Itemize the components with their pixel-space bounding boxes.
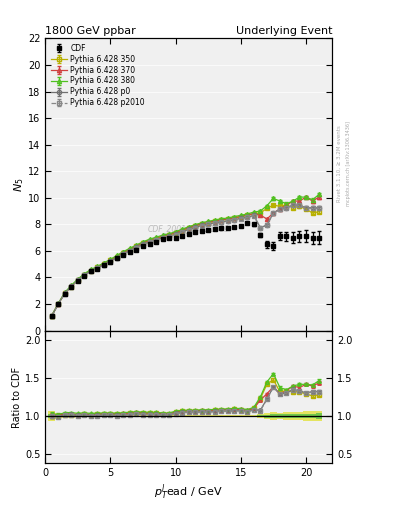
- Y-axis label: $N_5$: $N_5$: [13, 177, 26, 192]
- Legend: CDF, Pythia 6.428 350, Pythia 6.428 370, Pythia 6.428 380, Pythia 6.428 p0, Pyth: CDF, Pythia 6.428 350, Pythia 6.428 370,…: [48, 41, 147, 110]
- Text: 1800 GeV ppbar: 1800 GeV ppbar: [45, 26, 136, 36]
- Y-axis label: Ratio to CDF: Ratio to CDF: [12, 367, 22, 428]
- Text: Rivet 3.1.10, ≥ 3.2M events: Rivet 3.1.10, ≥ 3.2M events: [337, 125, 342, 202]
- Text: Underlying Event: Underlying Event: [235, 26, 332, 36]
- Text: mcplots.cern.ch [arXiv:1306.3436]: mcplots.cern.ch [arXiv:1306.3436]: [346, 121, 351, 206]
- Text: CDF_2001_S4751469: CDF_2001_S4751469: [148, 224, 230, 233]
- X-axis label: $p_T^{l}$ead / GeV: $p_T^{l}$ead / GeV: [154, 482, 223, 502]
